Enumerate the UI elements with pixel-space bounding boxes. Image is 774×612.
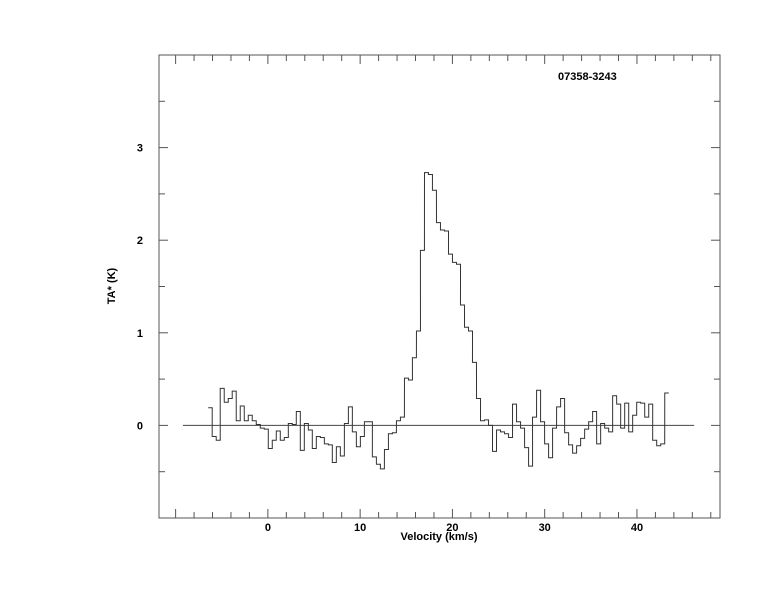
y-axis-label: TA* (K) (106, 267, 118, 304)
source-name-label: 07358-3243 (558, 71, 617, 83)
x-tick-labels: 0 10 20 30 40 (265, 522, 643, 534)
axis-ticks (159, 55, 720, 519)
y-tick-label: 3 (137, 143, 143, 155)
x-axis-label: Velocity (km/s) (400, 531, 477, 543)
x-tick-label: 0 (265, 522, 271, 534)
y-tick-label: 2 (137, 235, 143, 247)
y-tick-label: 1 (137, 328, 143, 340)
spectrum-histogram (208, 172, 669, 470)
x-tick-label: 40 (631, 522, 643, 534)
x-tick-label: 20 (446, 522, 458, 534)
plot-frame (158, 54, 721, 519)
x-tick-label: 30 (539, 522, 551, 534)
x-tick-label: 10 (354, 522, 366, 534)
y-tick-labels: 0 1 2 3 (137, 143, 143, 433)
y-tick-label: 0 (137, 420, 143, 432)
